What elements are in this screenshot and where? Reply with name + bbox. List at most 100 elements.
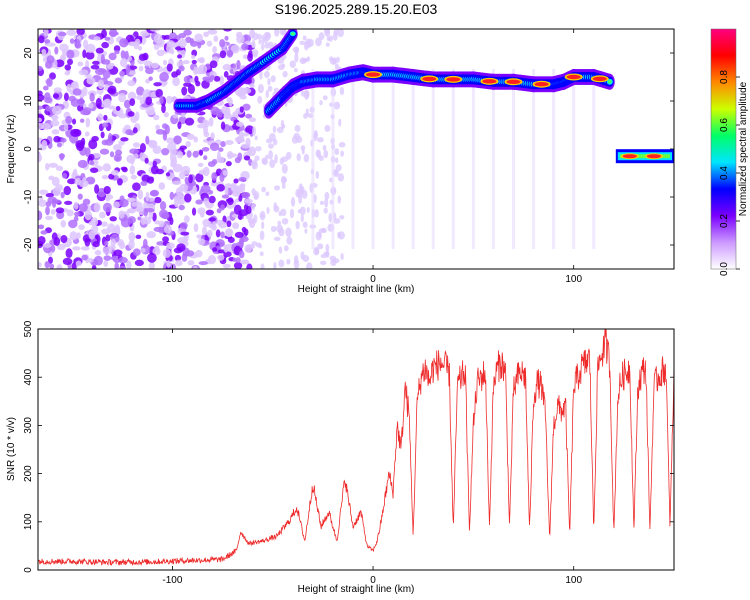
noise-blob [222,63,231,71]
noise-blob [299,40,306,45]
noise-blob [295,188,301,198]
noise-blob [313,246,320,256]
noise-blob [140,247,146,253]
noise-blob [102,70,111,79]
noise-blob [131,201,139,207]
noise-blob [206,40,213,47]
noise-blob [163,224,172,234]
noise-blob [278,227,285,237]
noise-blob [44,261,50,269]
noise-blob [89,160,95,166]
noise-blob [73,215,79,222]
noise-blob [133,153,139,160]
noise-blob [306,206,310,214]
noise-blob [75,260,82,267]
noise-blob [140,180,148,186]
noise-blob [45,215,54,221]
noise-blob [192,265,198,269]
streak [552,69,556,249]
noise-blob [63,92,69,102]
noise-blob [270,75,276,83]
noise-blob [238,250,245,259]
snr-panel: -100 0 100 0 100 200 300 400 500 Height of strai… [6,320,675,595]
noise-blob [156,49,165,57]
noise-blob [227,153,238,158]
noise-blob [225,229,233,237]
noise-blob [132,248,141,256]
noise-blob [199,57,205,64]
noise-blob [88,230,96,240]
noise-blob [315,231,322,241]
noise-blob [223,71,229,78]
noise-blob [193,136,198,143]
noise-blob [60,234,68,244]
noise-blob [45,105,51,112]
noise-blob [257,83,264,94]
noise-blob [68,219,78,229]
noise-blob [146,176,155,184]
noise-blob [114,224,121,235]
noise-blob [220,204,225,211]
noise-blob [273,236,281,242]
noise-blob [119,58,128,68]
noise-blob [93,36,101,41]
noise-blob [170,157,178,166]
noise-blob [303,153,310,163]
noise-blob [257,95,263,104]
noise-blob [278,246,283,254]
noise-blob [227,236,235,243]
noise-blob [227,197,234,206]
noise-blob [177,54,183,59]
noise-blob [242,132,250,137]
noise-blob [242,54,249,60]
noise-blob [211,158,218,165]
noise-blob [147,110,156,115]
x-tick-label: 0 [370,274,376,285]
noise-blob [123,99,131,109]
noise-blob [114,50,120,55]
noise-blob [153,33,163,44]
noise-blob [126,197,136,203]
noise-blob [265,138,273,144]
noise-blob [56,243,66,251]
noise-blob [212,247,218,252]
noise-blob [108,52,117,61]
noise-blob [204,120,210,128]
noise-blob [252,160,258,170]
noise-blob [234,157,241,164]
noise-blob [108,173,115,180]
noise-blob [78,97,85,107]
noise-blob [139,142,146,153]
noise-blob [113,201,121,209]
noise-blob [154,220,161,225]
noise-blob [243,155,251,161]
snr-background [38,329,674,570]
noise-blob [49,263,55,269]
noise-blob [322,95,328,101]
noise-blob [324,124,331,132]
noise-blob [161,148,170,156]
noise-blob [238,209,249,217]
noise-blob [100,221,108,227]
noise-blob [101,122,109,128]
noise-blob [73,168,78,177]
noise-blob [46,55,55,64]
noise-blob [128,70,136,76]
noise-blob [301,189,308,199]
noise-blob [88,139,98,150]
noise-blob [113,144,123,151]
noise-blob [102,163,112,172]
streak [532,69,536,249]
noise-blob [185,250,195,257]
noise-blob [50,119,60,127]
spectrogram-y-axis-label: Frequency (Hz) [6,115,17,184]
noise-blob [51,176,60,187]
noise-blob [120,50,126,59]
noise-blob [252,32,259,41]
noise-blob [286,236,293,245]
noise-blob [260,263,265,269]
noise-blob [148,261,155,269]
noise-blob [175,259,183,267]
noise-blob [317,137,324,143]
noise-blob [62,172,68,179]
